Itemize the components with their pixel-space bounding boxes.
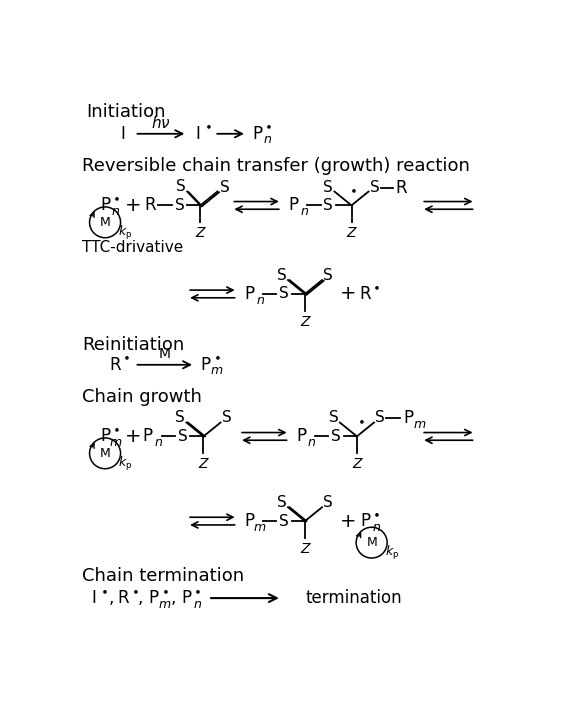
Text: $\bullet$: $\bullet$ <box>349 184 357 196</box>
Text: $\bullet$: $\bullet$ <box>213 351 220 364</box>
Text: Z: Z <box>300 315 310 328</box>
Text: $k_{\mathrm{p}}$: $k_{\mathrm{p}}$ <box>118 455 132 473</box>
Text: $m$: $m$ <box>210 364 223 377</box>
Text: $m$: $m$ <box>413 417 426 431</box>
Text: $n$: $n$ <box>307 436 317 449</box>
Text: I: I <box>121 125 125 143</box>
Text: R: R <box>144 196 156 214</box>
Text: P: P <box>143 427 153 445</box>
Text: R: R <box>396 179 407 196</box>
Text: P: P <box>201 356 211 374</box>
Text: I: I <box>92 589 97 607</box>
Text: ,: , <box>108 589 114 607</box>
Text: M: M <box>100 447 110 460</box>
Text: $\bullet$: $\bullet$ <box>357 414 365 427</box>
Text: Z: Z <box>300 542 310 556</box>
Text: Reversible chain transfer (growth) reaction: Reversible chain transfer (growth) react… <box>82 157 470 175</box>
Text: S: S <box>222 410 231 425</box>
Text: Initiation: Initiation <box>86 103 166 121</box>
Text: Z: Z <box>199 457 208 471</box>
Text: S: S <box>370 180 380 195</box>
Text: $h\nu$: $h\nu$ <box>151 115 171 131</box>
Text: $\bullet$: $\bullet$ <box>161 584 169 597</box>
Text: I: I <box>195 125 201 143</box>
Text: S: S <box>324 198 333 213</box>
Text: M: M <box>159 347 171 361</box>
Text: $n$: $n$ <box>256 293 264 307</box>
Text: S: S <box>175 198 184 213</box>
Text: P: P <box>244 512 254 530</box>
Text: Chain growth: Chain growth <box>82 388 202 406</box>
Text: P: P <box>252 125 262 143</box>
Text: S: S <box>324 180 333 195</box>
Text: S: S <box>277 495 287 510</box>
Text: $\bullet$: $\bullet$ <box>372 507 380 520</box>
Text: P: P <box>100 427 110 445</box>
Text: $\bullet$: $\bullet$ <box>264 120 271 133</box>
Text: M: M <box>367 536 377 549</box>
Text: $m$: $m$ <box>253 521 267 533</box>
Text: S: S <box>177 429 187 444</box>
Text: P: P <box>244 285 254 303</box>
Text: TTC-drivative: TTC-drivative <box>82 240 183 255</box>
Text: Z: Z <box>352 457 362 471</box>
Text: Z: Z <box>347 226 356 240</box>
Text: $n$: $n$ <box>111 205 121 218</box>
Text: P: P <box>100 196 110 214</box>
Text: ,: , <box>171 589 176 607</box>
Text: $\bullet$: $\bullet$ <box>372 280 380 293</box>
Text: $n$: $n$ <box>300 205 309 218</box>
Text: $\bullet$: $\bullet$ <box>122 351 130 364</box>
Text: S: S <box>324 495 333 510</box>
Text: $n$: $n$ <box>372 521 381 533</box>
Text: M: M <box>100 216 110 229</box>
Text: $\bullet$: $\bullet$ <box>193 584 201 597</box>
Text: Z: Z <box>195 226 205 240</box>
Text: S: S <box>279 286 289 301</box>
Text: S: S <box>176 179 186 194</box>
Text: +: + <box>339 512 356 531</box>
Text: $\bullet$: $\bullet$ <box>130 584 139 597</box>
Text: $k_{\mathrm{p}}$: $k_{\mathrm{p}}$ <box>118 224 132 242</box>
Text: S: S <box>279 513 289 528</box>
Text: S: S <box>331 429 341 444</box>
Text: termination: termination <box>305 589 401 607</box>
Text: $\bullet$: $\bullet$ <box>204 120 212 133</box>
Text: +: + <box>125 196 141 215</box>
Text: S: S <box>175 410 185 425</box>
Text: P: P <box>288 196 299 214</box>
Text: P: P <box>296 427 306 445</box>
Text: P: P <box>149 589 159 607</box>
Text: S: S <box>329 410 339 425</box>
Text: Reinitiation: Reinitiation <box>82 336 184 354</box>
Text: $n$: $n$ <box>263 133 273 146</box>
Text: $n$: $n$ <box>154 436 163 449</box>
Text: P: P <box>182 589 191 607</box>
Text: S: S <box>277 268 287 283</box>
Text: R: R <box>118 589 129 607</box>
Text: $k_{\mathrm{p}}$: $k_{\mathrm{p}}$ <box>385 544 399 562</box>
Text: S: S <box>375 410 385 425</box>
Text: +: + <box>125 427 141 446</box>
Text: P: P <box>404 409 414 427</box>
Text: $n$: $n$ <box>193 598 202 611</box>
Text: $\bullet$: $\bullet$ <box>112 191 120 204</box>
Text: $\bullet$: $\bullet$ <box>100 584 107 597</box>
Text: $m$: $m$ <box>109 436 122 449</box>
Text: Chain termination: Chain termination <box>82 567 244 585</box>
Text: $m$: $m$ <box>158 598 171 611</box>
Text: P: P <box>360 512 371 530</box>
Text: R: R <box>360 285 371 303</box>
Text: S: S <box>219 180 229 195</box>
Text: ,: , <box>138 589 143 607</box>
Text: R: R <box>109 356 121 374</box>
Text: +: + <box>339 285 356 303</box>
Text: $\bullet$: $\bullet$ <box>112 422 120 435</box>
Text: S: S <box>324 268 333 283</box>
